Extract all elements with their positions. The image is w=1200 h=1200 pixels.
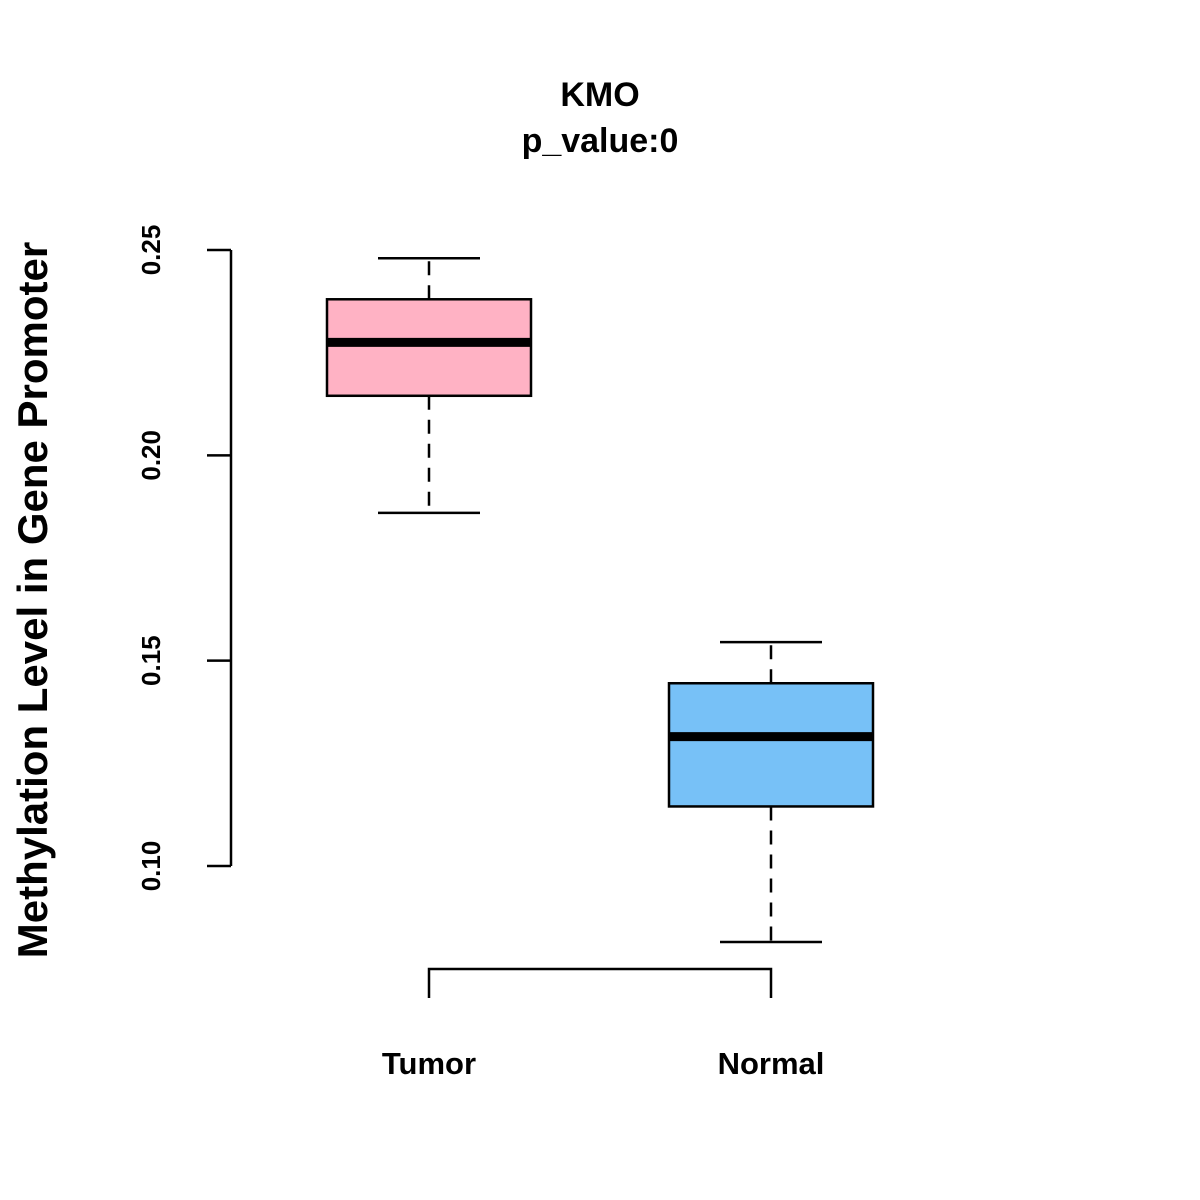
y-axis-label: Methylation Level in Gene Promoter: [9, 242, 56, 958]
category-labels: Tumor Normal: [382, 1046, 824, 1081]
y-tick-label: 0.20: [136, 430, 166, 481]
box-tumor: [325, 256, 533, 515]
box-normal: [667, 640, 875, 944]
iqr-box: [325, 298, 533, 398]
chart-subtitle: p_value:0: [522, 122, 679, 160]
x-category-label: Tumor: [382, 1046, 476, 1081]
y-tick-label: 0.15: [136, 635, 166, 686]
y-tick-label: 0.25: [136, 225, 166, 276]
x-category-label: Normal: [718, 1046, 825, 1081]
chart-title: KMO: [560, 76, 639, 114]
y-axis: 0.10 0.15 0.20 0.25: [136, 225, 233, 892]
y-tick-label: 0.10: [136, 841, 166, 892]
boxes-group: [325, 256, 875, 944]
comparison-bracket: [427, 967, 773, 998]
bracket-line: [427, 967, 773, 998]
iqr-box: [667, 682, 875, 808]
